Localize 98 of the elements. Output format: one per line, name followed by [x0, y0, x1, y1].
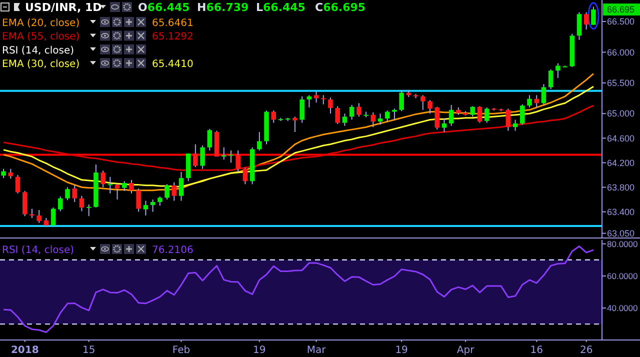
- chart-title: USD/INR, 1D: [25, 1, 102, 14]
- text: 66.695: [607, 4, 635, 15]
- y-tick-label: 64.600: [607, 133, 635, 144]
- candlestick: [342, 113, 348, 126]
- candlestick: [22, 190, 28, 217]
- candlestick: [541, 84, 546, 105]
- candlestick: [470, 106, 476, 118]
- candlestick: [576, 12, 582, 40]
- candlestick: [193, 144, 198, 168]
- candlestick: [122, 180, 127, 192]
- candlestick: [314, 90, 319, 104]
- annotation: L66.445: [256, 1, 306, 14]
- candlestick: [108, 176, 113, 194]
- candlestick: [520, 104, 525, 126]
- candlestick: [556, 62, 560, 78]
- candlestick: [584, 12, 589, 30]
- candlestick: [236, 150, 240, 172]
- candlestick: [364, 111, 368, 118]
- candlestick: [100, 170, 106, 188]
- candlestick: [384, 110, 390, 123]
- x-tick-label: 19: [395, 345, 408, 356]
- x-tick-label: Apr: [456, 345, 476, 356]
- text: EMA (55, close): [2, 32, 80, 43]
- annotation: 65.4410: [152, 59, 194, 70]
- y-tick-label: 80.0000: [607, 238, 638, 249]
- candlestick: [228, 150, 234, 164]
- annotation: 65.6461: [152, 18, 194, 29]
- candlestick: [591, 6, 596, 26]
- x-tick-label: Mar: [306, 345, 327, 356]
- candlestick: [207, 128, 212, 151]
- y-tick-label: 40.0000: [607, 303, 638, 314]
- candlestick: [58, 196, 63, 212]
- y-tick-label: 60.0000: [607, 270, 638, 281]
- annotation: 76.2106: [152, 245, 194, 256]
- candlestick: [448, 104, 454, 126]
- candlestick: [370, 112, 376, 128]
- y-tick-label: 63.400: [607, 206, 635, 217]
- text: EMA (20, close): [2, 18, 80, 29]
- candlestick: [349, 104, 354, 120]
- candlestick: [242, 167, 248, 185]
- candlestick: [200, 145, 205, 170]
- candlestick: [143, 200, 148, 216]
- candlestick: [15, 174, 20, 194]
- y-tick-label: 66.500: [607, 16, 635, 27]
- text: RSI (14, close): [2, 245, 74, 256]
- x-tick-label: 2018: [10, 345, 39, 356]
- y-tick-label: 63.050: [607, 228, 635, 238]
- candlestick: [328, 97, 333, 114]
- text: EMA (30, close): [2, 59, 80, 70]
- candlestick: [36, 209, 42, 224]
- candlestick: [534, 94, 540, 108]
- candlestick: [484, 106, 490, 124]
- candlestick: [164, 184, 170, 200]
- annotation: RSI (14, close): [2, 45, 74, 56]
- x-tick-label: 19: [253, 345, 266, 356]
- candlestick: [477, 106, 482, 124]
- candlestick: [434, 106, 440, 130]
- candlestick: [72, 184, 78, 203]
- candlestick: [320, 94, 326, 105]
- candlestick: [300, 96, 304, 124]
- line-series: [2, 246, 594, 334]
- x-tick-label: 15: [82, 345, 96, 356]
- candlestick: [306, 94, 312, 108]
- candlestick: [257, 132, 262, 151]
- annotation: C66.695: [315, 1, 366, 14]
- candlestick: [150, 199, 156, 212]
- y-tick-label: 64.200: [607, 158, 635, 168]
- candlestick: [129, 179, 134, 194]
- candlestick: [79, 195, 84, 212]
- x-tick-label: Feb: [172, 345, 190, 356]
- y-tick-label: 63.800: [607, 182, 635, 192]
- y-tick-label: 66.000: [607, 47, 635, 58]
- candlestick: [420, 94, 426, 110]
- candlestick: [271, 110, 276, 124]
- y-tick-label: 65.000: [607, 108, 635, 119]
- candlestick: [335, 106, 340, 125]
- candlestick: [548, 68, 554, 90]
- candlestick: [506, 108, 511, 132]
- annotation: O66.445: [138, 1, 190, 14]
- candlestick: [86, 204, 92, 217]
- candlestick: [65, 186, 70, 201]
- candlestick: [527, 94, 532, 108]
- candlestick: [136, 188, 141, 212]
- candlestick: [356, 102, 362, 118]
- x-tick-label: 16: [530, 345, 543, 356]
- candlestick: [292, 116, 298, 133]
- annotation: H66.739: [197, 1, 249, 14]
- candlestick: [378, 113, 383, 126]
- candlestick: [172, 182, 177, 202]
- candlestick: [158, 196, 162, 206]
- x-tick-label: 26: [580, 345, 593, 356]
- y-tick-label: 65.500: [607, 78, 635, 88]
- candlestick: [399, 90, 404, 112]
- candlestick: [50, 207, 56, 226]
- candlestick: [1, 168, 6, 179]
- candlestick: [178, 171, 184, 202]
- annotation: 65.1292: [152, 32, 194, 43]
- candlestick: [428, 100, 432, 114]
